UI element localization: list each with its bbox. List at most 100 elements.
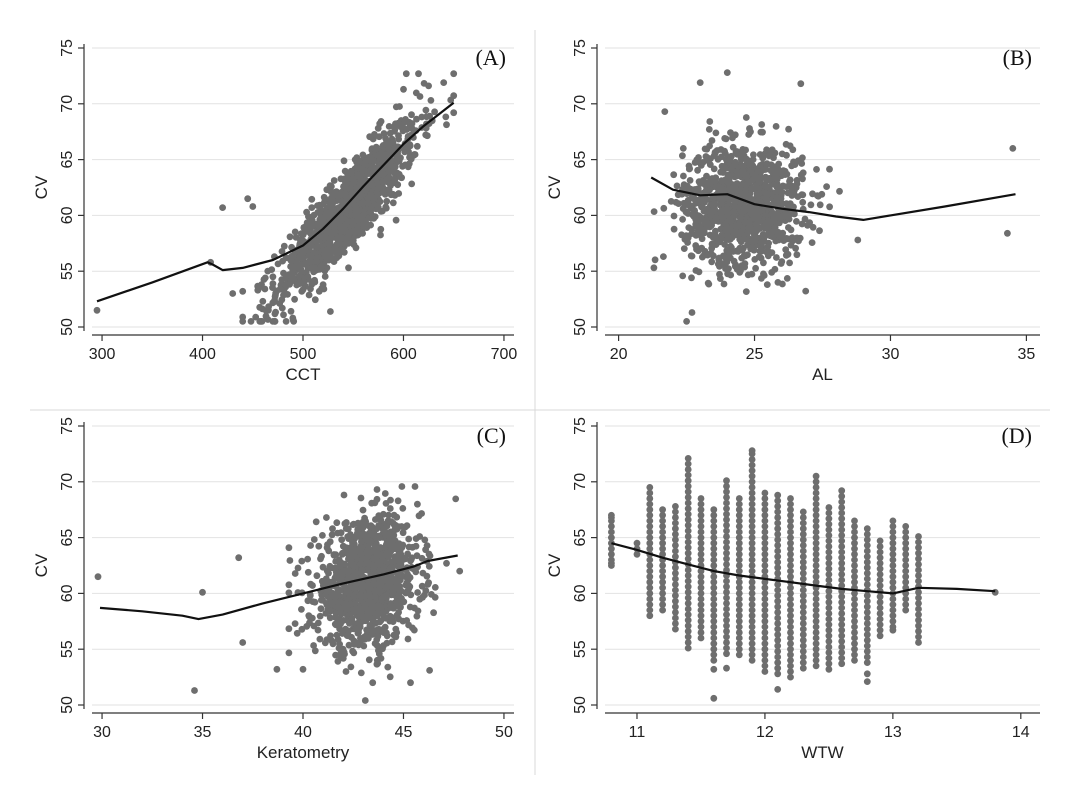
data-point [825, 548, 833, 556]
data-point [336, 236, 344, 243]
data-point [398, 523, 405, 530]
data-point [672, 536, 679, 544]
data-point [851, 562, 858, 569]
data-point [670, 212, 678, 220]
data-point [683, 182, 691, 190]
data-point [710, 550, 718, 558]
data-point [793, 176, 801, 184]
data-point [876, 537, 884, 545]
data-point [753, 182, 760, 190]
data-point [723, 627, 730, 635]
data-point [774, 659, 782, 666]
data-point [259, 297, 267, 305]
data-point [774, 525, 782, 533]
data-point [774, 670, 782, 678]
data-point [710, 640, 718, 647]
data-point [710, 584, 718, 592]
data-point [799, 648, 807, 655]
data-point [336, 562, 344, 570]
data-point [659, 601, 666, 608]
data-point [787, 657, 794, 664]
data-point [838, 487, 846, 495]
data-point [825, 526, 833, 534]
data-point [670, 225, 678, 233]
data-point [371, 593, 379, 601]
data-point [799, 514, 807, 521]
data-point [646, 523, 654, 530]
data-point [763, 248, 770, 256]
data-point [343, 193, 350, 201]
data-point [790, 203, 797, 211]
data-point [347, 559, 355, 567]
data-point [748, 606, 756, 614]
data-point [684, 588, 692, 596]
data-point [300, 225, 308, 232]
data-point [684, 577, 692, 585]
data-point [825, 576, 833, 584]
data-point [863, 631, 871, 639]
data-point [378, 149, 385, 157]
data-point [331, 594, 339, 601]
data-point [722, 226, 729, 233]
y-tick-label: 65 [59, 151, 76, 169]
data-point [697, 584, 705, 592]
data-point [684, 527, 692, 535]
data-point [684, 196, 692, 204]
data-point [325, 569, 332, 577]
data-point [239, 318, 247, 325]
data-point [329, 640, 337, 648]
data-point [684, 622, 692, 630]
y-tick-label: 70 [59, 473, 76, 491]
data-point [316, 612, 324, 620]
data-point [430, 609, 437, 617]
data-point [680, 172, 687, 180]
data-point [748, 447, 756, 454]
data-point [646, 556, 654, 564]
data-point [838, 532, 846, 539]
data-point [682, 208, 690, 216]
data-point [748, 612, 756, 620]
data-point [761, 645, 769, 653]
data-point [799, 620, 807, 627]
data-point [851, 573, 858, 581]
data-point [723, 505, 730, 512]
data-point [710, 517, 718, 525]
data-point [721, 147, 728, 155]
data-point [823, 183, 830, 191]
data-point [851, 640, 858, 647]
data-point [712, 129, 720, 137]
data-point [358, 229, 366, 237]
data-point [748, 578, 756, 586]
data-point [672, 508, 679, 516]
data-point [772, 123, 780, 130]
data-point [735, 500, 743, 508]
data-point [723, 477, 730, 485]
x-tick-label: 30 [882, 346, 900, 363]
data-point [347, 663, 355, 671]
data-point [748, 478, 756, 486]
data-point [744, 271, 752, 279]
data-point [812, 634, 820, 642]
y-tick-label: 75 [572, 417, 589, 435]
data-point [684, 616, 692, 624]
data-point [735, 629, 743, 636]
data-point [385, 146, 393, 153]
data-point [748, 590, 756, 597]
data-point [675, 200, 682, 208]
data-point [863, 609, 871, 616]
data-point [373, 525, 381, 533]
data-point [326, 562, 334, 570]
data-point [767, 147, 774, 155]
data-point [723, 510, 730, 518]
data-point [863, 553, 871, 560]
data-point [311, 598, 319, 606]
data-point [774, 686, 782, 693]
data-point [825, 615, 833, 623]
trend-line [99, 554, 458, 621]
data-point [723, 482, 730, 490]
data-point [403, 522, 411, 529]
data-point [723, 594, 730, 602]
data-point [405, 582, 413, 590]
data-point [733, 150, 741, 158]
data-point [659, 517, 666, 525]
